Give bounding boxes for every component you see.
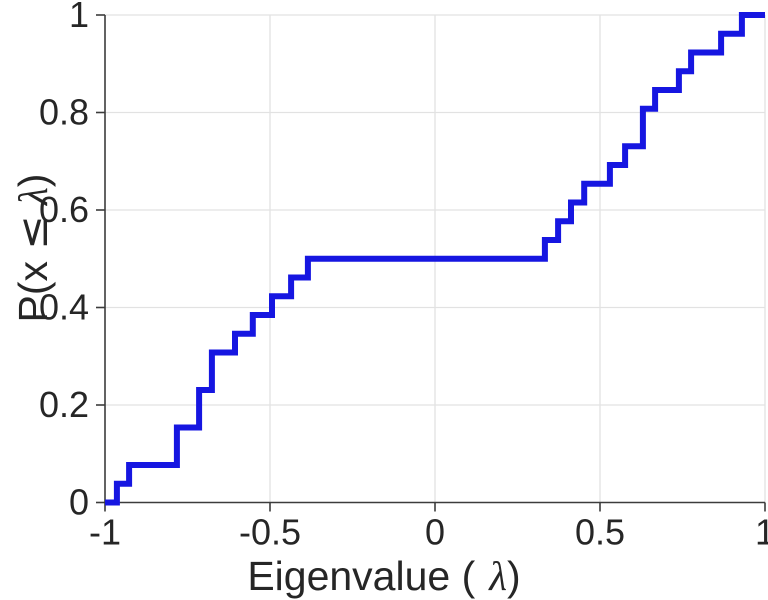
y-tick-label: 0.2 — [39, 384, 89, 425]
x-tick-label: -0.5 — [239, 512, 301, 553]
y-tick-label: 0.8 — [39, 92, 89, 133]
x-tick-label: -1 — [89, 512, 121, 553]
x-axis-label: Eigenvalue ( λ) — [0, 552, 768, 600]
x-tick-label: 1 — [755, 512, 768, 553]
y-axis-label-text: P(x — [10, 249, 56, 323]
lambda-symbol: λ — [10, 187, 56, 216]
x-axis-label-close: ) — [507, 553, 521, 599]
y-tick-label: 0 — [69, 482, 89, 523]
y-tick-label: 0.4 — [39, 287, 89, 328]
y-tick-label: 1 — [69, 0, 89, 35]
x-tick-label: 0.5 — [575, 512, 625, 553]
leq-symbol: ≤ — [9, 215, 57, 250]
y-axis-label: P(x ≤ λ) — [9, 153, 57, 343]
lambda-symbol: λ — [489, 553, 508, 599]
y-axis-label-close: ) — [10, 173, 56, 188]
x-tick-label: 0 — [425, 512, 445, 553]
y-tick-label: 0.6 — [39, 189, 89, 230]
x-axis-label-text: Eigenvalue ( — [247, 553, 476, 599]
ecdf-step-curve — [105, 12, 765, 506]
